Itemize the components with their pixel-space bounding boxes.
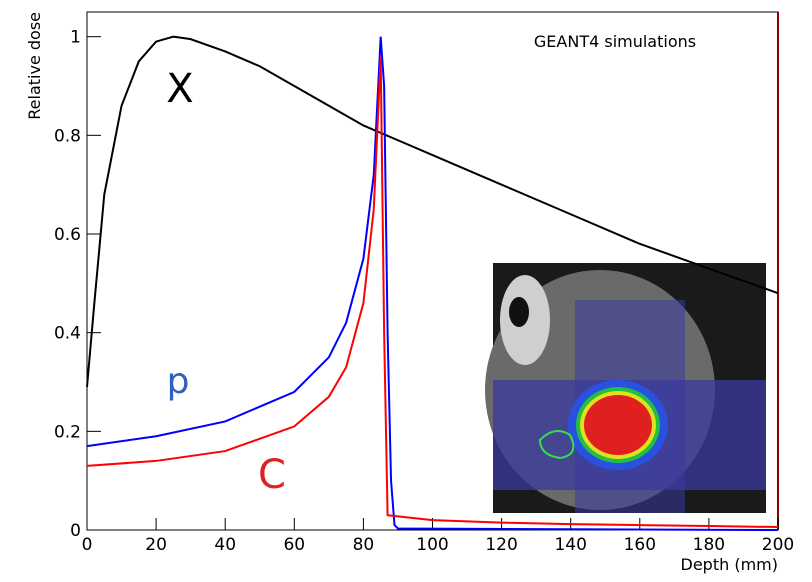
x-tick-label: 200 [762, 535, 794, 555]
annotation: GEANT4 simulations [534, 32, 696, 51]
x-tick-label: 100 [416, 535, 448, 555]
y-axis-label: Relative dose [25, 12, 44, 120]
y-tick-label: 0.4 [54, 324, 81, 344]
series-label: C [258, 452, 286, 498]
chart: GEANT4 simulations Depth (mm) Relative d… [0, 0, 812, 582]
x-tick-label: 0 [82, 535, 93, 555]
x-tick-label: 120 [485, 535, 517, 555]
series-label: X [166, 66, 193, 112]
x-tick-label: 80 [353, 535, 375, 555]
inset-image [485, 263, 766, 513]
x-tick-label: 180 [693, 535, 725, 555]
x-tick-label: 160 [624, 535, 656, 555]
x-tick-label: 20 [145, 535, 167, 555]
y-tick-label: 0.2 [54, 422, 81, 442]
page: {"chart_data": { "type": "line", "annota… [0, 0, 812, 582]
x-tick-label: 140 [554, 535, 586, 555]
x-tick-label: 60 [283, 535, 305, 555]
x-axis-label: Depth (mm) [681, 555, 778, 574]
series-label: p [167, 361, 190, 402]
y-tick-label: 1 [70, 28, 81, 48]
y-tick-label: 0.6 [54, 225, 81, 245]
y-tick-label: 0 [70, 521, 81, 541]
y-tick-label: 0.8 [54, 126, 81, 146]
x-tick-label: 40 [214, 535, 236, 555]
